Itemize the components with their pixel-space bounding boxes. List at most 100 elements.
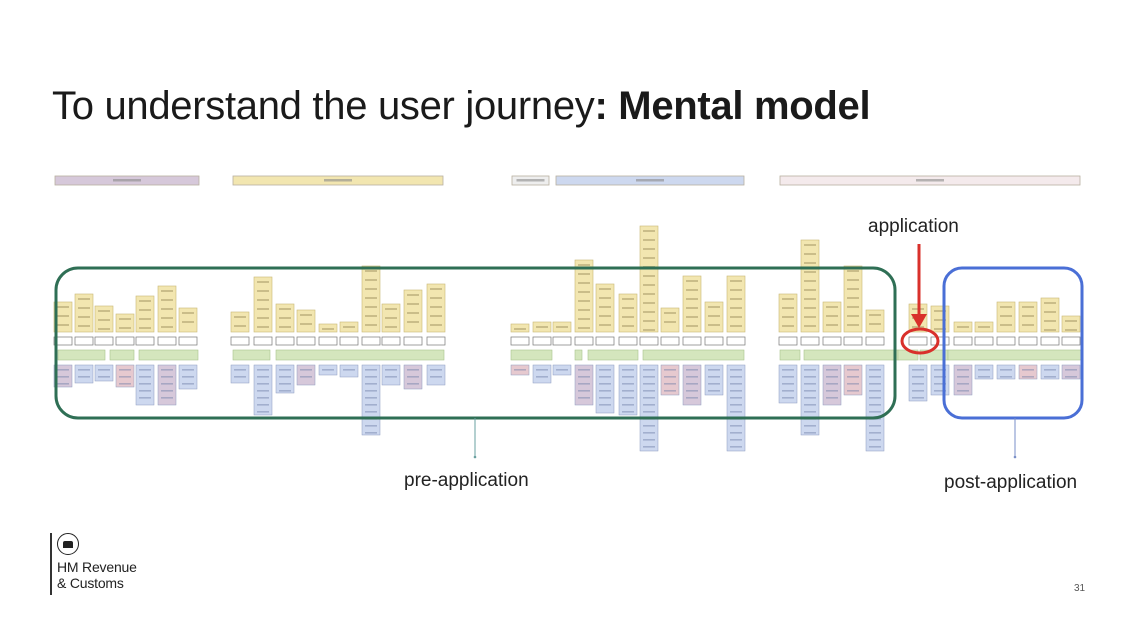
card-text-line — [869, 397, 881, 399]
card-text-line — [1065, 376, 1077, 378]
card-text-line — [643, 411, 655, 413]
card-text-line — [782, 390, 794, 392]
card-text-line — [643, 397, 655, 399]
note-text-line — [804, 271, 816, 273]
card-text-line — [365, 376, 377, 378]
card-text-line — [708, 376, 720, 378]
note-text-line — [578, 273, 590, 275]
journey-step-box — [339, 336, 359, 346]
sticky-note-stack — [639, 225, 659, 333]
card-text-line — [869, 425, 881, 427]
card-text-line — [847, 390, 859, 392]
note-text-line — [708, 324, 720, 326]
card-text-line — [556, 369, 568, 371]
card-text-line — [514, 369, 526, 371]
card-text-line — [643, 446, 655, 448]
note-text-line — [622, 316, 634, 318]
note-text-line — [1044, 311, 1056, 313]
detail-card-stack — [318, 364, 338, 376]
note-text-line — [730, 280, 742, 282]
card-text-line — [804, 425, 816, 427]
note-text-line — [826, 324, 838, 326]
card-text-line — [161, 397, 173, 399]
note-text-line — [98, 319, 110, 321]
note-text-line — [1065, 320, 1077, 322]
card-text-line — [139, 383, 151, 385]
note-text-line — [643, 230, 655, 232]
note-text-line — [556, 326, 568, 328]
card-text-line — [407, 383, 419, 385]
logo-line-1: HM Revenue — [57, 559, 137, 575]
note-text-line — [257, 317, 269, 319]
detail-card-stack — [157, 364, 177, 406]
sub-phase-band — [642, 349, 745, 361]
card-text-line — [869, 383, 881, 385]
journey-step-box — [510, 336, 530, 346]
journey-step-box — [230, 336, 250, 346]
card-text-line — [686, 397, 698, 399]
journey-step-box — [381, 336, 401, 346]
journey-step-box — [532, 336, 552, 346]
card-text-line — [622, 404, 634, 406]
detail-card-stack — [115, 364, 135, 388]
detail-card-stack — [822, 364, 842, 406]
note-text-line — [804, 289, 816, 291]
note-text-line — [804, 262, 816, 264]
detail-card-stack — [53, 364, 73, 388]
phase-header-text — [113, 179, 141, 182]
detail-card-stack — [361, 364, 381, 436]
card-text-line — [78, 369, 90, 371]
card-text-line — [365, 369, 377, 371]
card-text-line — [643, 432, 655, 434]
note-text-line — [643, 293, 655, 295]
card-text-line — [869, 439, 881, 441]
note-text-line — [365, 324, 377, 326]
card-text-line — [365, 383, 377, 385]
slide-title-prefix: To understand the user journey — [52, 84, 595, 128]
card-text-line — [622, 411, 634, 413]
note-text-line — [234, 325, 246, 327]
sub-phase-band — [57, 349, 106, 361]
note-text-line — [234, 316, 246, 318]
journey-step-box — [930, 336, 950, 346]
card-text-line — [869, 411, 881, 413]
note-text-line — [161, 290, 173, 292]
card-text-line — [279, 383, 291, 385]
card-text-line — [847, 369, 859, 371]
card-text-line — [578, 376, 590, 378]
note-text-line — [686, 307, 698, 309]
note-text-line — [514, 328, 526, 330]
detail-card-stack — [800, 364, 820, 436]
note-text-line — [119, 318, 131, 320]
card-text-line — [730, 376, 742, 378]
note-text-line — [57, 315, 69, 317]
card-text-line — [730, 390, 742, 392]
card-text-line — [934, 376, 946, 378]
journey-step-box — [1040, 336, 1060, 346]
sub-phase-band — [574, 349, 583, 361]
card-text-line — [182, 369, 194, 371]
card-text-line — [730, 383, 742, 385]
sub-phase-band — [803, 349, 899, 361]
card-text-line — [869, 432, 881, 434]
card-text-line — [957, 383, 969, 385]
application-arrow-head — [911, 314, 927, 328]
note-text-line — [686, 289, 698, 291]
card-text-line — [664, 383, 676, 385]
card-text-line — [664, 376, 676, 378]
card-text-line — [119, 376, 131, 378]
card-text-line — [730, 404, 742, 406]
note-text-line — [139, 327, 151, 329]
card-text-line — [912, 369, 924, 371]
note-text-line — [407, 294, 419, 296]
journey-step-box — [822, 336, 842, 346]
note-text-line — [365, 306, 377, 308]
card-text-line — [98, 369, 110, 371]
card-text-line — [978, 376, 990, 378]
journey-step-box — [361, 336, 381, 346]
card-text-line — [730, 369, 742, 371]
card-text-line — [430, 376, 442, 378]
card-text-line — [804, 404, 816, 406]
phase-header-text — [324, 179, 352, 182]
journey-step-box — [639, 336, 659, 346]
